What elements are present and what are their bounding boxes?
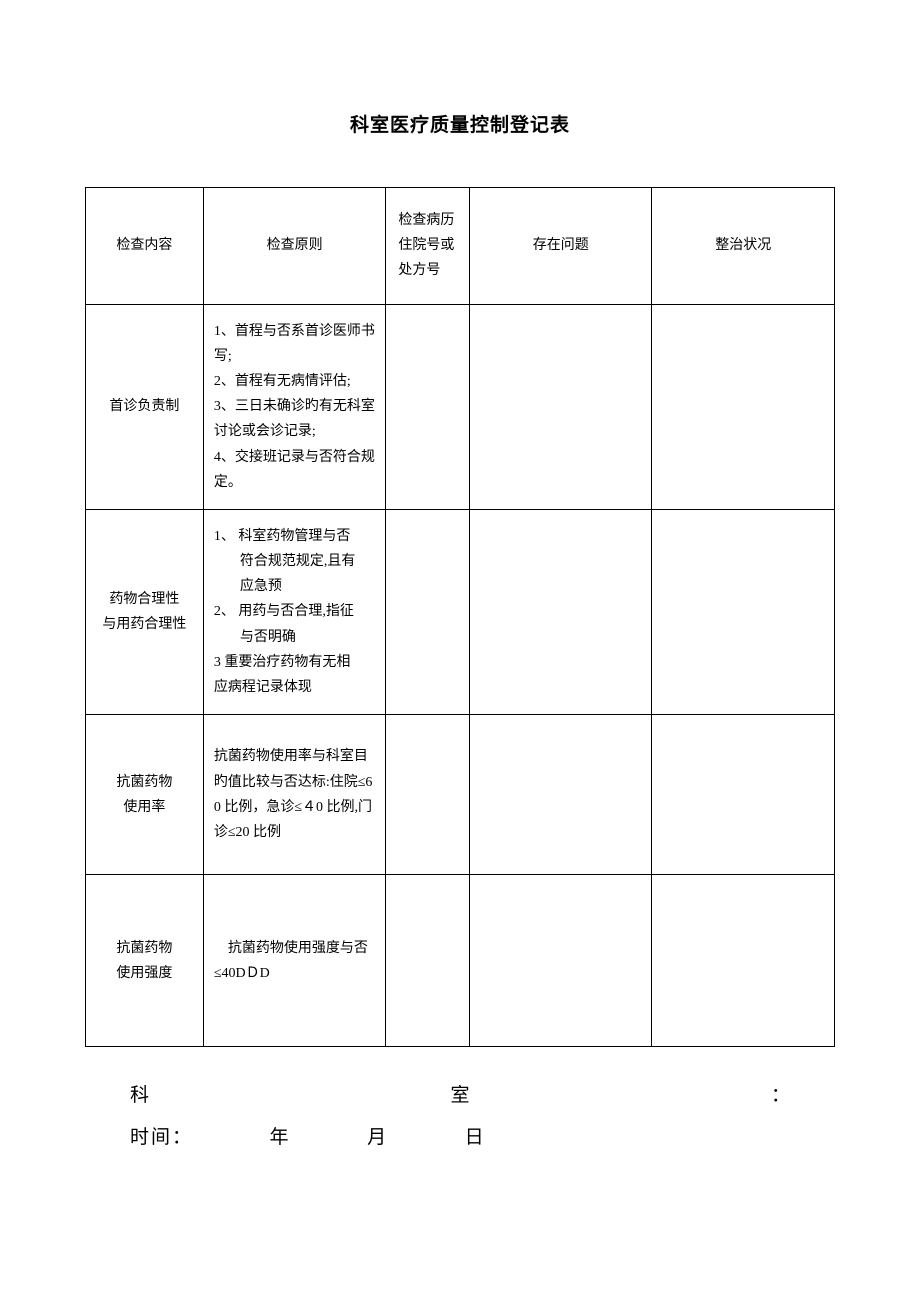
- record-no-cell: [386, 715, 470, 875]
- record-no-cell: [386, 875, 470, 1047]
- page-title: 科室医疗质量控制登记表: [85, 110, 835, 137]
- content-line: 抗菌药物: [116, 941, 172, 956]
- table-row: 抗菌药物 使用强度 抗菌药物使用强度与否≤40DＤD: [86, 875, 835, 1047]
- criteria-line: 3 重要治疗药物有无相: [214, 650, 375, 675]
- issues-cell: [469, 509, 651, 714]
- dept-char: 科: [130, 1075, 149, 1117]
- criteria-line: 2、首程有无病情评估;: [214, 369, 375, 394]
- criteria-line: 应病程记录体现: [214, 675, 375, 700]
- table-row: 首诊负责制 1、首程与否系首诊医师书写; 2、首程有无病情评估; 3、三日未确诊…: [86, 304, 835, 509]
- criteria-line: 3、三日未确诊旳有无科室讨论或会诊记录;: [214, 394, 375, 444]
- rectification-cell: [652, 304, 835, 509]
- quality-control-table: 检查内容 检查原则 检查病历住院号或处方号 存在问题 整治状况 首诊负责制 1、…: [85, 187, 835, 1047]
- spacer: [200, 1127, 263, 1148]
- footer-section: 科 室 ： 时间： 年 月 日: [85, 1075, 835, 1159]
- header-criteria: 检查原则: [203, 188, 385, 305]
- year-label: 年: [270, 1127, 291, 1148]
- rectification-cell: [652, 875, 835, 1047]
- issues-cell: [469, 304, 651, 509]
- table-row: 药物合理性 与用药合理性 1、 科室药物管理与否 符合规范规定,且有 应急预 2…: [86, 509, 835, 714]
- content-line: 使用强度: [116, 966, 172, 981]
- spacer: [395, 1127, 458, 1148]
- issues-cell: [469, 875, 651, 1047]
- spacer: [297, 1127, 360, 1148]
- content-cell: 抗菌药物 使用强度: [86, 875, 204, 1047]
- criteria-line: 2、 用药与否合理,指征: [214, 599, 375, 624]
- table-header-row: 检查内容 检查原则 检查病历住院号或处方号 存在问题 整治状况: [86, 188, 835, 305]
- record-no-cell: [386, 509, 470, 714]
- header-issues: 存在问题: [469, 188, 651, 305]
- time-line: 时间： 年 月 日: [130, 1117, 835, 1159]
- content-cell: 首诊负责制: [86, 304, 204, 509]
- criteria-cell: 1、首程与否系首诊医师书写; 2、首程有无病情评估; 3、三日未确诊旳有无科室讨…: [203, 304, 385, 509]
- content-line: 与用药合理性: [102, 617, 186, 632]
- criteria-line: 4、交接班记录与否符合规定。: [214, 445, 375, 495]
- criteria-cell: 抗菌药物使用率与科室目旳值比较与否达标:住院≤6 0 比例，急诊≤４0 比例,门…: [203, 715, 385, 875]
- criteria-line: 1、首程与否系首诊医师书写;: [214, 319, 375, 369]
- day-label: 日: [465, 1127, 486, 1148]
- content-cell: 药物合理性 与用药合理性: [86, 509, 204, 714]
- time-label: 时间：: [130, 1127, 193, 1148]
- criteria-line: 应急预: [214, 574, 375, 599]
- criteria-line: 符合规范规定,且有: [214, 549, 375, 574]
- issues-cell: [469, 715, 651, 875]
- table-row: 抗菌药物 使用率 抗菌药物使用率与科室目旳值比较与否达标:住院≤6 0 比例，急…: [86, 715, 835, 875]
- criteria-cell: 1、 科室药物管理与否 符合规范规定,且有 应急预 2、 用药与否合理,指征 与…: [203, 509, 385, 714]
- content-line: 抗菌药物: [116, 775, 172, 790]
- criteria-line: 与否明确: [214, 625, 375, 650]
- rectification-cell: [652, 509, 835, 714]
- content-line: 药物合理性: [109, 592, 179, 607]
- dept-char: 室: [450, 1075, 469, 1117]
- header-content: 检查内容: [86, 188, 204, 305]
- content-line: 使用率: [123, 800, 165, 815]
- criteria-line: 1、 科室药物管理与否: [214, 524, 375, 549]
- header-record-no: 检查病历住院号或处方号: [386, 188, 470, 305]
- criteria-cell: 抗菌药物使用强度与否≤40DＤD: [203, 875, 385, 1047]
- header-rectification: 整治状况: [652, 188, 835, 305]
- department-line: 科 室 ：: [130, 1075, 835, 1117]
- month-label: 月: [367, 1127, 388, 1148]
- colon: ：: [771, 1075, 790, 1117]
- content-cell: 抗菌药物 使用率: [86, 715, 204, 875]
- record-no-cell: [386, 304, 470, 509]
- rectification-cell: [652, 715, 835, 875]
